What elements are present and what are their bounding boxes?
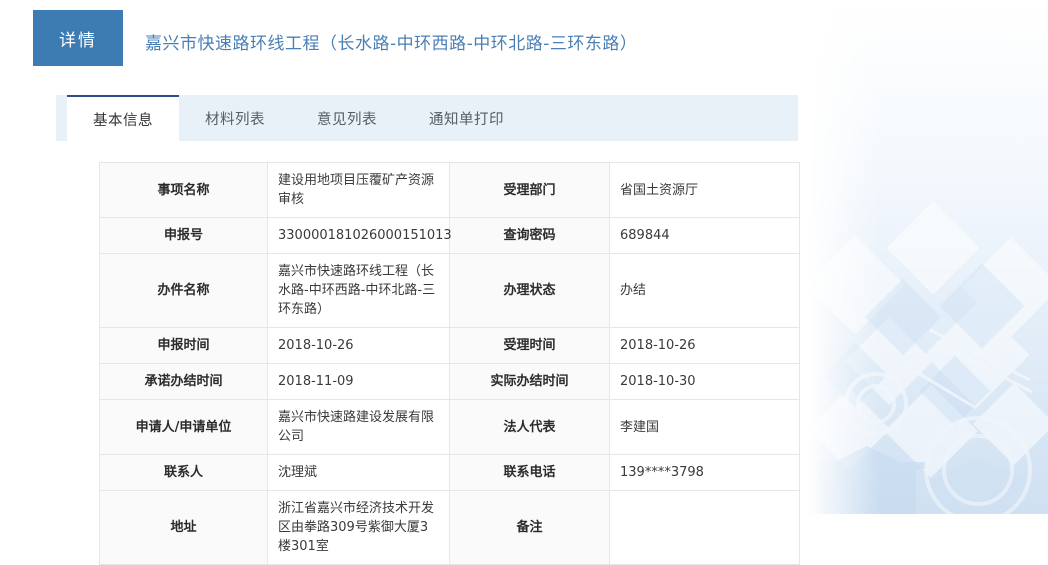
- field-value: 689844: [609, 217, 800, 254]
- table-row: 事项名称 建设用地项目压覆矿产资源审核 受理部门 省国土资源厅: [99, 162, 800, 218]
- detail-page-card: 详情 嘉兴市快速路环线工程（长水路-中环西路-中环北路-三环东路） 基本信息 材…: [33, 10, 1015, 565]
- field-value: 2018-10-26: [609, 327, 800, 364]
- page-header: 详情 嘉兴市快速路环线工程（长水路-中环西路-中环北路-三环东路）: [33, 10, 798, 72]
- field-value: 嘉兴市快速路建设发展有限公司: [267, 399, 450, 455]
- tab-label: 意见列表: [317, 111, 377, 128]
- table-row: 地址 浙江省嘉兴市经济技术开发区由拳路309号紫御大厦3楼301室 备注: [99, 490, 800, 565]
- tab-opinion-list[interactable]: 意见列表: [291, 95, 403, 141]
- field-value: 2018-11-09: [267, 363, 450, 400]
- tab-basic-info[interactable]: 基本信息: [67, 95, 179, 141]
- table-row: 承诺办结时间 2018-11-09 实际办结时间 2018-10-30: [99, 363, 800, 400]
- field-value: 330000181026000151013: [267, 217, 452, 254]
- field-value: 办结: [609, 253, 800, 328]
- field-value: 2018-10-26: [267, 327, 450, 364]
- field-label: 申报号: [99, 217, 268, 254]
- field-label: 受理部门: [449, 162, 610, 218]
- field-value: 李建国: [609, 399, 800, 455]
- tab-material-list[interactable]: 材料列表: [179, 95, 291, 141]
- field-label: 查询密码: [449, 217, 610, 254]
- tab-label: 通知单打印: [429, 111, 504, 128]
- table-row: 申报时间 2018-10-26 受理时间 2018-10-26: [99, 327, 800, 364]
- field-label: 申请人/申请单位: [99, 399, 268, 455]
- field-label: 承诺办结时间: [99, 363, 268, 400]
- field-value: 139****3798: [609, 454, 800, 491]
- field-label: 法人代表: [449, 399, 610, 455]
- table-row: 联系人 沈理斌 联系电话 139****3798: [99, 454, 800, 491]
- table-row: 申报号 330000181026000151013 查询密码 689844: [99, 217, 800, 254]
- field-label: 办件名称: [99, 253, 268, 328]
- field-label: 联系人: [99, 454, 268, 491]
- table-row: 申请人/申请单位 嘉兴市快速路建设发展有限公司 法人代表 李建国: [99, 399, 800, 455]
- field-value: 2018-10-30: [609, 363, 800, 400]
- tab-bar: 基本信息 材料列表 意见列表 通知单打印: [56, 95, 798, 141]
- field-label: 联系电话: [449, 454, 610, 491]
- field-label: 事项名称: [99, 162, 268, 218]
- tab-notice-print[interactable]: 通知单打印: [403, 95, 530, 141]
- field-label: 申报时间: [99, 327, 268, 364]
- field-value: [609, 490, 800, 565]
- field-value: 浙江省嘉兴市经济技术开发区由拳路309号紫御大厦3楼301室: [267, 490, 450, 565]
- page-title: 嘉兴市快速路环线工程（长水路-中环西路-中环北路-三环东路）: [145, 33, 638, 54]
- basic-info-table: 事项名称 建设用地项目压覆矿产资源审核 受理部门 省国土资源厅 申报号 3300…: [99, 162, 800, 565]
- detail-badge: 详情: [33, 10, 123, 66]
- table-row: 办件名称 嘉兴市快速路环线工程（长水路-中环西路-中环北路-三环东路） 办理状态…: [99, 253, 800, 328]
- field-value: 省国土资源厅: [609, 162, 800, 218]
- field-label: 备注: [449, 490, 610, 565]
- field-label: 地址: [99, 490, 268, 565]
- field-label: 办理状态: [449, 253, 610, 328]
- field-label: 实际办结时间: [449, 363, 610, 400]
- field-value: 沈理斌: [267, 454, 450, 491]
- field-value: 建设用地项目压覆矿产资源审核: [267, 162, 450, 218]
- tab-label: 基本信息: [93, 112, 153, 129]
- field-label: 受理时间: [449, 327, 610, 364]
- field-value: 嘉兴市快速路环线工程（长水路-中环西路-中环北路-三环东路）: [267, 253, 450, 328]
- tab-label: 材料列表: [205, 111, 265, 128]
